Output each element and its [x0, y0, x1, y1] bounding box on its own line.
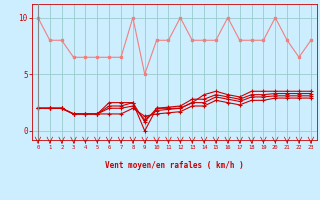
X-axis label: Vent moyen/en rafales ( km/h ): Vent moyen/en rafales ( km/h ): [105, 161, 244, 170]
